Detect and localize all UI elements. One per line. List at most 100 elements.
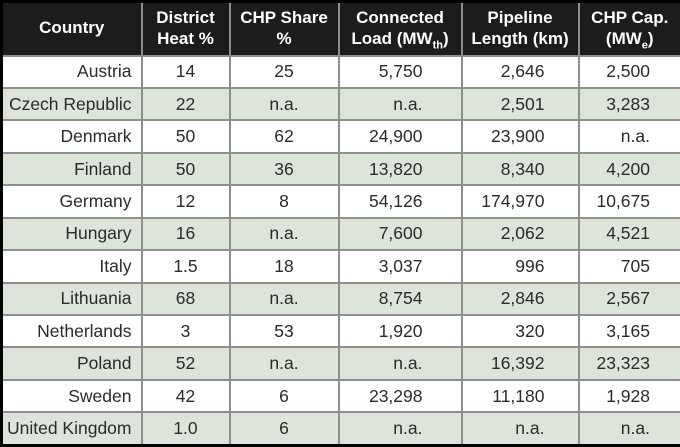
header-line1: CHP Share [240, 8, 328, 28]
cell-chp-cap-mwe: 2,500 [577, 54, 680, 89]
cell-chp-share-pct: 36 [228, 151, 340, 187]
unit-subscript: e [641, 39, 648, 52]
table-row: Finland 50 36 13,820 8,340 4,200 [0, 151, 680, 187]
cell-chp-cap-mwe: 2,567 [577, 281, 680, 317]
cell-pipeline-length-km: 996 [460, 249, 580, 284]
cell-connected-load-mwth: 5,750 [337, 54, 463, 89]
cell-connected-load-mwth: 7,600 [337, 216, 463, 252]
cell-district-heat-pct: 16 [140, 216, 231, 252]
cell-connected-load-mwth: 24,900 [337, 119, 463, 154]
header-line1: Pipeline [487, 8, 553, 28]
cell-connected-load-mwth: 1,920 [337, 313, 463, 349]
cell-district-heat-pct: 1.5 [140, 249, 231, 284]
header-row: Country District Heat % CHP Share% Connected… [0, 0, 680, 57]
cell-connected-load-mwth: n.a. [337, 411, 463, 447]
cell-country: Denmark [0, 119, 143, 154]
column-header-chp-cap-mwe: CHP Cap. (MWe) [577, 0, 680, 57]
cell-pipeline-length-km: 2,062 [460, 216, 580, 252]
cell-district-heat-pct: 1.0 [140, 411, 231, 447]
header-line1: CHP Cap. [591, 8, 669, 28]
cell-connected-load-mwth: 54,126 [337, 184, 463, 219]
cell-chp-share-pct: n.a. [228, 86, 340, 122]
table-row: Sweden 42 6 23,298 11,180 1,928 [0, 378, 680, 414]
cell-connected-load-mwth: 13,820 [337, 151, 463, 187]
cell-pipeline-length-km: 174,970 [460, 184, 580, 219]
cell-chp-share-pct: 8 [228, 184, 340, 219]
cell-district-heat-pct: 12 [140, 184, 231, 219]
table-row: Czech Republic 22 n.a. n.a. 2,501 3,283 [0, 86, 680, 122]
cell-chp-cap-mwe: n.a. [577, 119, 680, 154]
table-row: Austria 14 25 5,750 2,646 2,500 [0, 54, 680, 89]
cell-country: Czech Republic [0, 86, 143, 122]
cell-pipeline-length-km: 23,900 [460, 119, 580, 154]
column-header-connected-load-mwth: Connected Load (MWth) [337, 0, 463, 57]
cell-chp-share-pct: n.a. [228, 346, 340, 381]
header-line2: Length (km) [471, 28, 569, 48]
cell-chp-share-pct: 25 [228, 54, 340, 89]
header-line1: District [156, 8, 215, 28]
header-line2: (MWe) [605, 28, 654, 52]
column-header-district-heat-pct: District Heat % [140, 0, 231, 57]
cell-chp-cap-mwe: 3,165 [577, 313, 680, 349]
cell-chp-share-pct: n.a. [228, 281, 340, 317]
column-header-country: Country [0, 0, 143, 57]
table-row: Denmark 50 62 24,900 23,900 n.a. [0, 119, 680, 154]
cell-chp-share-pct: 18 [228, 249, 340, 284]
header-line2: Heat % [157, 28, 214, 48]
cell-district-heat-pct: 50 [140, 151, 231, 187]
cell-country: Italy [0, 249, 143, 284]
column-header-pipeline-length-km: Pipeline Length (km) [460, 0, 580, 57]
cell-pipeline-length-km: 8,340 [460, 151, 580, 187]
cell-country: Hungary [0, 216, 143, 252]
cell-pipeline-length-km: 11,180 [460, 378, 580, 414]
table-body: Austria 14 25 5,750 2,646 2,500 Czech Republic… [0, 54, 680, 447]
column-header-chp-share-pct: CHP Share% [228, 0, 340, 57]
cell-connected-load-mwth: 23,298 [337, 378, 463, 414]
cell-district-heat-pct: 3 [140, 313, 231, 349]
header-line2: % [276, 28, 292, 48]
cell-country: Germany [0, 184, 143, 219]
header-line1: Connected [356, 8, 444, 28]
cell-country: Finland [0, 151, 143, 187]
header-line1: Country [39, 18, 105, 38]
cell-connected-load-mwth: 3,037 [337, 249, 463, 284]
table-row: Hungary 16 n.a. 7,600 2,062 4,521 [0, 216, 680, 252]
unit-subscript: th [432, 39, 443, 52]
cell-country: Netherlands [0, 313, 143, 349]
cell-pipeline-length-km: 2,501 [460, 86, 580, 122]
header-line2: Load (MWth) [351, 28, 449, 52]
table-header: Country District Heat % CHP Share% Connected… [0, 0, 680, 57]
cell-pipeline-length-km: 2,846 [460, 281, 580, 317]
cell-district-heat-pct: 52 [140, 346, 231, 381]
table-row: Netherlands 3 53 1,920 320 3,165 [0, 313, 680, 349]
cell-chp-share-pct: 62 [228, 119, 340, 154]
cell-pipeline-length-km: 16,392 [460, 346, 580, 381]
cell-chp-share-pct: n.a. [228, 216, 340, 252]
table-row: Italy 1.5 18 3,037 996 705 [0, 249, 680, 284]
cell-chp-cap-mwe: n.a. [577, 411, 680, 447]
cell-connected-load-mwth: n.a. [337, 86, 463, 122]
cell-pipeline-length-km: n.a. [460, 411, 580, 447]
cell-country: Austria [0, 54, 143, 89]
cell-chp-cap-mwe: 10,675 [577, 184, 680, 219]
table-row: Poland 52 n.a. n.a. 16,392 23,323 [0, 346, 680, 381]
cell-connected-load-mwth: n.a. [337, 346, 463, 381]
cell-country: Lithuania [0, 281, 143, 317]
cell-chp-share-pct: 6 [228, 411, 340, 447]
cell-country: Sweden [0, 378, 143, 414]
cell-district-heat-pct: 42 [140, 378, 231, 414]
cell-district-heat-pct: 50 [140, 119, 231, 154]
cell-district-heat-pct: 14 [140, 54, 231, 89]
cell-chp-cap-mwe: 3,283 [577, 86, 680, 122]
cell-chp-cap-mwe: 705 [577, 249, 680, 284]
cell-chp-share-pct: 53 [228, 313, 340, 349]
cell-chp-cap-mwe: 23,323 [577, 346, 680, 381]
cell-chp-share-pct: 6 [228, 378, 340, 414]
cell-country: United Kingdom [0, 411, 143, 447]
cell-chp-cap-mwe: 1,928 [577, 378, 680, 414]
cell-pipeline-length-km: 320 [460, 313, 580, 349]
cell-connected-load-mwth: 8,754 [337, 281, 463, 317]
cell-chp-cap-mwe: 4,200 [577, 151, 680, 187]
cell-pipeline-length-km: 2,646 [460, 54, 580, 89]
